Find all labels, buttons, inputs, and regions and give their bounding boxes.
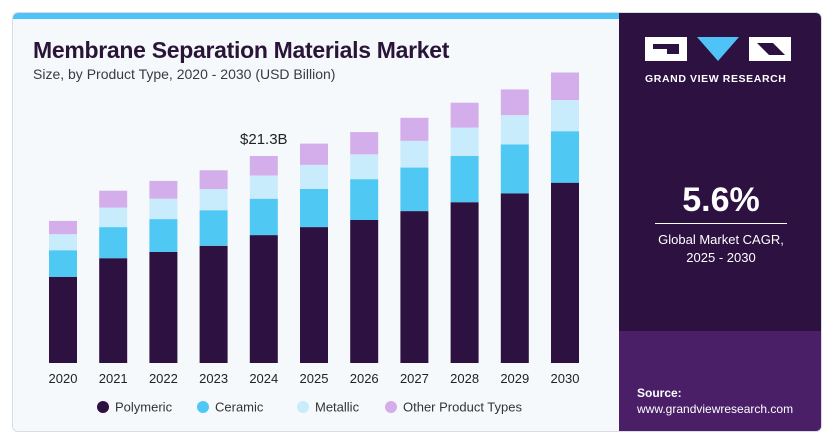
accent-bar	[13, 13, 619, 19]
x-tick-label: 2024	[249, 371, 278, 386]
info-panel: GRAND VIEW RESEARCH 5.6% Global Market C…	[619, 13, 821, 431]
logo-mark-icon	[645, 37, 791, 61]
bar-segment-other-product-types-2030	[551, 72, 579, 100]
legend-label: Ceramic	[215, 400, 264, 415]
bar-segment-other-product-types-2023	[199, 170, 228, 189]
bar-segment-ceramic-2023	[199, 210, 228, 246]
bar-segment-ceramic-2025	[300, 188, 328, 228]
legend-swatch	[197, 401, 209, 413]
x-tick-label: 2027	[400, 371, 429, 386]
bar-segment-metallic-2023	[199, 188, 228, 211]
bar-segment-ceramic-2027	[400, 167, 429, 212]
source-label: Source:	[637, 386, 682, 400]
bar-segment-polymeric-2024	[249, 235, 278, 363]
bar-annotation: $21.3B	[240, 131, 288, 148]
x-tick-label: 2029	[500, 371, 529, 386]
bar-segment-metallic-2029	[500, 115, 529, 145]
x-tick-label: 2021	[99, 371, 128, 386]
legend-swatch	[97, 401, 109, 413]
source-url[interactable]: www.grandviewresearch.com	[637, 402, 794, 416]
bar-segment-ceramic-2022	[149, 219, 178, 252]
chart-title: Membrane Separation Materials Market	[33, 37, 450, 63]
bar-segment-other-product-types-2025	[300, 143, 328, 165]
bar-segment-metallic-2020	[49, 234, 77, 251]
bar-segment-metallic-2028	[450, 127, 479, 156]
x-tick-label: 2020	[49, 371, 78, 386]
bar-segment-polymeric-2027	[400, 211, 429, 363]
bar-segment-other-product-types-2028	[450, 102, 479, 128]
bar-segment-ceramic-2021	[99, 227, 128, 259]
bar-segment-metallic-2022	[149, 198, 178, 220]
bar-segment-ceramic-2030	[551, 131, 579, 183]
bar-segment-polymeric-2023	[199, 245, 228, 363]
brand-name: GRAND VIEW RESEARCH	[645, 73, 787, 85]
bar-segment-ceramic-2029	[500, 144, 529, 194]
bar-segment-other-product-types-2022	[149, 180, 178, 199]
bar-segment-metallic-2030	[551, 100, 579, 132]
bar-segment-polymeric-2021	[99, 258, 128, 363]
bar-segment-metallic-2027	[400, 140, 429, 168]
cagr-label-line1: Global Market CAGR,	[658, 232, 784, 247]
bar-segment-other-product-types-2027	[400, 117, 429, 141]
x-tick-label: 2022	[149, 371, 178, 386]
x-tick-label: 2023	[199, 371, 228, 386]
cagr-value: 5.6%	[682, 181, 760, 219]
bar-segment-polymeric-2028	[450, 202, 479, 363]
bar-segment-ceramic-2028	[450, 156, 479, 203]
bar-segment-other-product-types-2024	[249, 156, 278, 176]
bar-segment-ceramic-2020	[49, 250, 77, 277]
bar-segment-polymeric-2029	[500, 193, 529, 363]
bar-segment-ceramic-2026	[350, 179, 379, 220]
bar-segment-metallic-2021	[99, 207, 128, 228]
bar-segment-other-product-types-2026	[350, 132, 379, 155]
cagr-divider	[655, 223, 787, 224]
source-block: Source: www.grandviewresearch.com	[619, 331, 821, 431]
legend-label: Metallic	[315, 400, 360, 415]
legend-swatch	[385, 401, 397, 413]
legend-label: Other Product Types	[403, 400, 522, 415]
chart-subtitle: Size, by Product Type, 2020 - 2030 (USD …	[33, 66, 336, 82]
x-tick-label: 2030	[551, 371, 580, 386]
bar-segment-metallic-2025	[300, 164, 328, 189]
x-tick-label: 2028	[450, 371, 479, 386]
bar-segment-ceramic-2024	[249, 198, 278, 236]
bar-segment-metallic-2026	[350, 154, 379, 180]
brand-logo: GRAND VIEW RESEARCH	[645, 35, 795, 91]
legend-swatch	[297, 401, 309, 413]
bar-segment-other-product-types-2029	[500, 89, 529, 116]
bar-segment-polymeric-2020	[49, 276, 77, 363]
bar-segment-other-product-types-2020	[49, 220, 77, 235]
legend-label: Polymeric	[115, 400, 173, 415]
x-tick-label: 2026	[350, 371, 379, 386]
bar-segment-polymeric-2026	[350, 220, 379, 363]
bar-segment-polymeric-2022	[149, 252, 178, 363]
cagr-label-line2: 2025 - 2030	[686, 250, 756, 265]
bar-segment-polymeric-2025	[300, 227, 328, 363]
stacked-bar-chart: 2020 2021 2022 2023 2024 $21.3B 2025 2026 2027 20…	[49, 72, 580, 415]
x-tick-label: 2025	[300, 371, 329, 386]
bar-segment-polymeric-2030	[551, 182, 579, 363]
bar-segment-metallic-2024	[249, 175, 278, 199]
bar-segment-other-product-types-2021	[99, 190, 128, 208]
chart-card: Membrane Separation Materials Market Siz…	[12, 12, 822, 432]
cagr-label: Global Market CAGR, 2025 - 2030	[619, 231, 821, 267]
